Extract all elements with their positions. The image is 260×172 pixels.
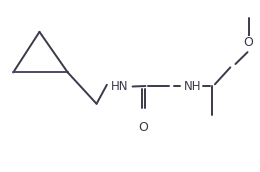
Text: NH: NH: [184, 79, 202, 93]
Text: HN: HN: [110, 80, 128, 93]
Text: O: O: [243, 36, 253, 49]
Text: O: O: [138, 121, 148, 134]
